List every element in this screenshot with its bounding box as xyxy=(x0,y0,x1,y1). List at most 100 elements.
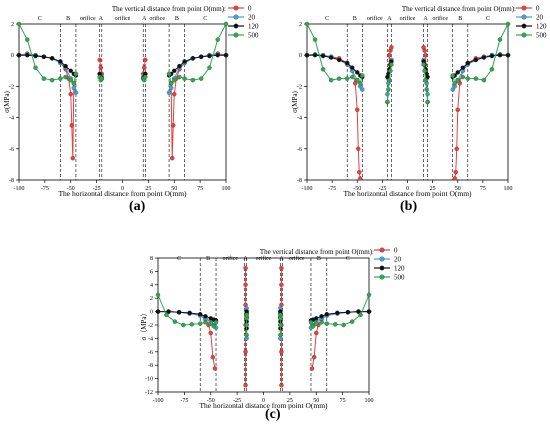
zone-label: B xyxy=(175,16,179,22)
data-point-500 xyxy=(358,312,363,318)
legend-swatch-marker xyxy=(521,23,527,29)
data-point-500 xyxy=(155,292,161,298)
data-point-500 xyxy=(211,324,217,329)
data-point-0 xyxy=(243,265,248,271)
zone-label: C xyxy=(38,16,42,22)
data-point-120 xyxy=(58,59,63,64)
zone-label: B xyxy=(206,256,210,262)
legend-swatch-marker xyxy=(521,5,527,11)
data-point-500 xyxy=(197,321,203,326)
x-tick-label: -75 xyxy=(180,398,188,404)
y-tick-label: 0 xyxy=(299,53,302,59)
data-point-500 xyxy=(505,21,511,27)
x-tick-label: -25 xyxy=(93,186,101,192)
legend-swatch-marker xyxy=(233,23,239,29)
data-point-500 xyxy=(355,77,360,83)
panel-label-b: (b) xyxy=(400,199,418,214)
plot-frame xyxy=(306,23,509,181)
data-point-120 xyxy=(505,52,511,58)
data-point-20 xyxy=(425,91,430,97)
data-point-0 xyxy=(170,123,176,128)
zone-label: orifice xyxy=(115,15,131,22)
data-point-120 xyxy=(356,309,361,314)
y-tick-label: -2 xyxy=(148,323,153,329)
legend-swatch-marker xyxy=(521,14,527,20)
data-point-500 xyxy=(41,76,47,81)
data-point-120 xyxy=(49,56,55,61)
data-point-120 xyxy=(455,70,460,75)
data-point-0 xyxy=(68,91,73,97)
data-point-120 xyxy=(328,55,334,60)
zone-label: C xyxy=(346,256,350,262)
data-point-500 xyxy=(324,321,330,326)
data-point-120 xyxy=(41,54,47,59)
data-point-500 xyxy=(182,76,187,81)
data-point-500 xyxy=(452,81,457,86)
x-tick-label: -25 xyxy=(378,186,386,192)
data-point-20 xyxy=(385,91,390,97)
data-point-500 xyxy=(244,332,249,338)
legend-swatch-marker xyxy=(379,265,385,271)
zone-label: orifice xyxy=(432,15,448,22)
data-point-500 xyxy=(450,73,455,78)
legend-title: The vertical distance from point O(mm): xyxy=(112,5,226,13)
x-tick-label: 50 xyxy=(455,186,461,192)
data-point-0 xyxy=(243,349,248,355)
data-point-120 xyxy=(481,55,487,60)
zone-label: B xyxy=(66,16,70,22)
data-point-120 xyxy=(63,63,68,69)
data-point-500 xyxy=(244,322,249,328)
x-tick-label: -50 xyxy=(67,186,75,192)
data-point-120 xyxy=(187,310,192,316)
data-point-500 xyxy=(203,320,208,325)
data-point-120 xyxy=(314,316,319,321)
data-point-500 xyxy=(308,320,314,325)
legend-swatch-marker xyxy=(379,274,385,280)
data-point-500 xyxy=(312,37,318,42)
y-tick-label: -6 xyxy=(148,350,153,356)
data-point-500 xyxy=(166,71,172,77)
data-point-120 xyxy=(68,68,73,74)
data-point-500 xyxy=(244,312,249,318)
data-point-0 xyxy=(208,330,213,336)
data-point-500 xyxy=(278,322,283,328)
data-point-120 xyxy=(324,312,330,317)
data-point-500 xyxy=(310,324,316,329)
data-point-120 xyxy=(335,310,340,316)
legend-label: 500 xyxy=(248,32,259,40)
x-tick-label: 0 xyxy=(121,186,124,192)
zone-label: C xyxy=(325,16,329,22)
data-point-500 xyxy=(213,320,219,325)
data-point-120 xyxy=(355,70,360,75)
data-point-500 xyxy=(223,21,229,27)
y-axis-label: σ(MPa) xyxy=(291,91,299,113)
y-tick-label: 2 xyxy=(150,296,153,302)
data-point-500 xyxy=(422,68,427,74)
data-point-120 xyxy=(350,65,355,70)
data-point-0 xyxy=(143,57,148,63)
data-point-500 xyxy=(168,81,174,86)
zone-label: A xyxy=(99,16,104,22)
data-point-20 xyxy=(166,90,172,95)
data-point-500 xyxy=(336,76,342,81)
legend-label: 20 xyxy=(248,14,256,22)
x-tick-label: -50 xyxy=(207,398,215,404)
data-point-0 xyxy=(279,282,284,288)
data-point-120 xyxy=(207,53,212,59)
legend-label: 500 xyxy=(394,274,405,282)
legend-swatch-marker xyxy=(379,247,385,253)
x-tick-label: -50 xyxy=(353,186,361,192)
data-point-120 xyxy=(460,65,465,70)
data-point-0 xyxy=(356,146,361,152)
zone-label: A xyxy=(142,16,147,22)
zone-label: orifice xyxy=(289,255,305,262)
y-axis-label: σ(MPa) xyxy=(3,91,11,113)
data-point-500 xyxy=(389,62,394,67)
data-point-0 xyxy=(314,330,319,336)
data-point-500 xyxy=(63,74,68,80)
x-tick-label: 100 xyxy=(504,186,513,192)
data-point-0 xyxy=(97,57,102,63)
data-point-120 xyxy=(182,59,187,64)
zone-label: C xyxy=(203,16,207,22)
